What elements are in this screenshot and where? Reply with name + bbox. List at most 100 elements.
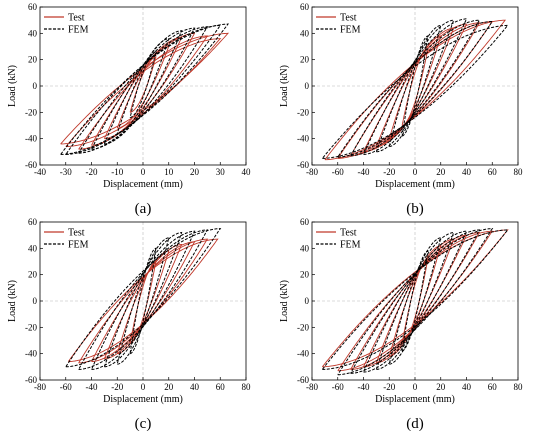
test-series-loop	[103, 243, 183, 360]
y-tick-label: 40	[28, 243, 38, 253]
y-tick-label: 40	[300, 243, 310, 253]
fem-series-loop	[116, 237, 170, 365]
x-tick-label: -20	[111, 382, 123, 392]
x-tick-label: 40	[462, 382, 472, 392]
test-series-loop	[350, 22, 481, 157]
fem-series-loop	[375, 19, 455, 153]
series-group	[60, 23, 230, 155]
x-tick-label: 60	[488, 382, 498, 392]
x-tick-label: -80	[306, 382, 318, 392]
fem-series-loop	[375, 231, 455, 370]
x-tick-label: -20	[383, 382, 395, 392]
fem-series-loop	[65, 228, 222, 368]
fem-series-loop	[337, 228, 494, 376]
y-tick-label: -20	[297, 322, 309, 332]
legend-label: FEM	[68, 240, 89, 251]
y-tick-label: 60	[28, 2, 38, 12]
fem-series-loop	[78, 229, 209, 370]
x-tick-label: 0	[413, 382, 418, 392]
test-series-loop	[78, 238, 209, 364]
panel-label: (a)	[135, 201, 152, 217]
x-tick-label: -40	[358, 382, 370, 392]
fem-series-loop	[78, 26, 209, 154]
y-tick-label: 0	[33, 81, 38, 91]
fem-series-loop	[103, 231, 183, 368]
y-tick-label: 0	[305, 81, 310, 91]
fem-series-loop	[91, 27, 196, 150]
y-tick-label: 20	[28, 270, 38, 280]
x-tick-label: -60	[60, 382, 72, 392]
fem-series-loop	[388, 237, 442, 365]
legend-label: Test	[340, 228, 357, 239]
x-axis-title: Displacement (mm)	[375, 394, 455, 405]
x-tick-label: -80	[34, 382, 46, 392]
test-series-loop	[65, 38, 222, 148]
fem-series-loop	[116, 38, 170, 134]
x-tick-label: -60	[332, 382, 344, 392]
y-tick-label: -40	[297, 134, 309, 144]
x-tick-label: -40	[86, 382, 98, 392]
x-tick-label: 40	[462, 167, 472, 177]
y-tick-label: 20	[300, 270, 310, 280]
y-tick-label: -60	[297, 375, 309, 385]
legend-label: Test	[68, 13, 85, 24]
y-tick-label: -40	[25, 134, 37, 144]
legend-label: Test	[68, 228, 85, 239]
y-tick-label: 0	[305, 296, 310, 306]
chart-panel-1: -40 -30 -20 -10 0 10 20 30 40-60-40-200204060Dis…	[7, 2, 251, 217]
y-tick-label: 60	[28, 217, 38, 227]
y-tick-label: 60	[300, 217, 310, 227]
y-axis-title: Load (kN)	[7, 280, 18, 322]
chart-panel-4: -80 -60 -40 -20 0 20 40 60 80-60-40-200204060Dis…	[279, 217, 523, 431]
x-tick-label: -30	[60, 167, 72, 177]
fem-series-loop	[60, 23, 230, 155]
x-tick-label: 60	[488, 167, 498, 177]
x-tick-label: 30	[216, 167, 226, 177]
y-tick-label: -20	[25, 322, 37, 332]
x-tick-label: -20	[86, 167, 98, 177]
fem-series-loop	[129, 247, 157, 355]
series-group	[321, 18, 509, 161]
y-tick-label: -40	[25, 349, 37, 359]
x-tick-label: 20	[190, 167, 200, 177]
fem-series-loop	[65, 24, 222, 155]
x-tick-label: 0	[141, 167, 146, 177]
y-tick-label: -60	[25, 375, 37, 385]
y-tick-label: -20	[297, 107, 309, 117]
x-tick-label: 0	[141, 382, 146, 392]
fem-series-loop	[91, 230, 196, 370]
fem-series-loop	[129, 51, 157, 119]
x-tick-label: -10	[111, 167, 123, 177]
x-tick-label: 80	[242, 382, 252, 392]
x-axis-title: Displacement (mm)	[103, 179, 183, 190]
panel-label: (b)	[406, 201, 424, 217]
y-tick-label: 60	[300, 2, 310, 12]
series-group	[321, 228, 509, 376]
y-tick-label: -20	[25, 107, 37, 117]
y-tick-label: 20	[28, 55, 38, 65]
y-tick-label: -60	[25, 160, 37, 170]
fem-series-loop	[321, 24, 509, 159]
fem-series-loop	[350, 229, 481, 374]
x-tick-label: -40	[358, 167, 370, 177]
fem-series-loop	[363, 18, 468, 155]
legend-label: FEM	[68, 25, 89, 36]
x-tick-label: 80	[514, 382, 524, 392]
x-tick-label: 60	[216, 382, 226, 392]
fem-series-loop	[363, 230, 468, 373]
x-tick-label: -40	[34, 167, 46, 177]
test-series-loop	[67, 238, 219, 363]
x-tick-label: 40	[190, 382, 200, 392]
y-tick-label: 20	[300, 55, 310, 65]
x-tick-label: 40	[242, 167, 252, 177]
x-tick-label: -60	[332, 167, 344, 177]
y-tick-label: 0	[33, 296, 38, 306]
x-tick-label: 20	[436, 167, 446, 177]
test-series-loop	[60, 32, 230, 145]
chart-panel-3: -80 -60 -40 -20 0 20 40 60 80-60-40-200204060Dis…	[7, 217, 251, 431]
legend-label: FEM	[340, 240, 361, 251]
x-tick-label: 20	[164, 382, 174, 392]
test-series-loop	[324, 19, 507, 161]
